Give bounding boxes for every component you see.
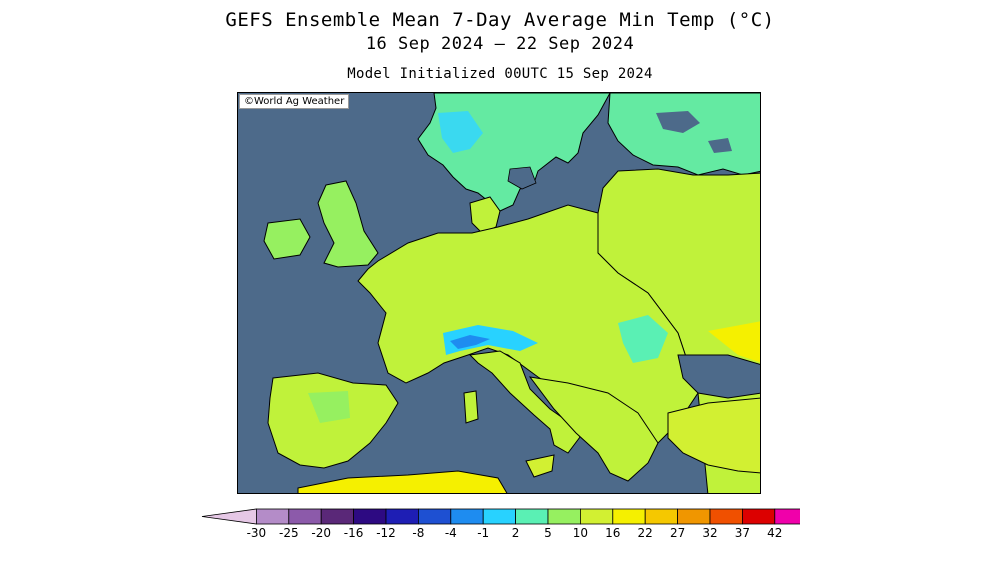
colorbar-bin [201, 508, 257, 525]
colorbar-tick-label: 16 [605, 526, 621, 540]
colorbar-tick-label: -20 [311, 526, 331, 540]
map-canvas [238, 93, 760, 493]
chart-title: GEFS Ensemble Mean 7-Day Average Min Tem… [225, 9, 775, 31]
colorbar-bin [450, 508, 484, 525]
colorbar-bin [612, 508, 646, 525]
colorbar-bin [742, 508, 776, 525]
colorbar-tick-label: 2 [511, 526, 520, 540]
land-sardinia [463, 390, 479, 424]
colorbar-tick-label: -30 [246, 526, 267, 540]
land-sicily [525, 454, 555, 478]
iberia-cool [308, 391, 350, 423]
colorbar-tick-label: 37 [734, 526, 751, 540]
colorbar-bin [774, 508, 800, 525]
colorbar-ticks: -30 -25 -20 -16 -12 -8 -4 -1 2 5 10 16 22 27 32 37 42 [0, 526, 1000, 542]
colorbar-tick-label: -16 [343, 526, 364, 540]
colorbar-bin [353, 508, 387, 525]
colorbar-tick-label: 22 [637, 526, 653, 540]
scandinavia-lake [507, 166, 537, 190]
temperature-map[interactable]: ©World Ag Weather [237, 92, 761, 494]
colorbar-tick-label: 10 [572, 526, 589, 540]
colorbar-bin [256, 508, 290, 525]
land-finland [607, 93, 760, 176]
land-balkans [528, 376, 659, 482]
colorbar-bin [515, 508, 549, 525]
land-ireland [263, 218, 311, 260]
colorbar-bin [417, 508, 452, 525]
alps-core [450, 335, 490, 349]
colorbar-bin [547, 508, 581, 525]
colorbar-tick-label: -12 [376, 526, 396, 540]
colorbar-bin [677, 508, 711, 525]
colorbar-bin [482, 508, 517, 525]
land-turkey [667, 397, 760, 474]
colorbar-bin [709, 508, 743, 525]
chart-period: 16 Sep 2024 – 22 Sep 2024 [365, 34, 635, 54]
carpathian-cool [618, 315, 668, 363]
colorbar-tick-label: 32 [702, 526, 718, 540]
colorbar-tick-label: -25 [278, 526, 299, 540]
scandinavia-cold-coast [438, 111, 483, 153]
colorbar-tick-label: 5 [544, 526, 552, 540]
colorbar-tick-label: 27 [669, 526, 686, 540]
colorbar-tick-label: -4 [444, 526, 457, 540]
colorbar-bin [288, 508, 322, 525]
colorbar-bin [385, 508, 419, 525]
land-north-africa [297, 470, 508, 493]
colorbar-tick-label: -8 [412, 526, 425, 540]
colorbar [201, 508, 800, 525]
land-italy [468, 350, 581, 454]
colorbar-bin [320, 508, 354, 525]
colorbar-tick-label: 42 [767, 526, 783, 540]
black-sea-north-warm [708, 321, 760, 363]
map-credit: ©World Ag Weather [239, 94, 350, 109]
alps-cold-band [443, 325, 538, 355]
colorbar-bin [644, 508, 679, 525]
model-init-label: Model Initialized 00UTC 15 Sep 2024 [347, 66, 653, 82]
colorbar-tick-label: -1 [477, 526, 490, 540]
land-great-britain [317, 180, 379, 268]
finland-lake [656, 111, 700, 133]
black-sea [677, 354, 760, 399]
colorbar-bin [579, 508, 614, 525]
finland-lake-2 [708, 138, 732, 153]
